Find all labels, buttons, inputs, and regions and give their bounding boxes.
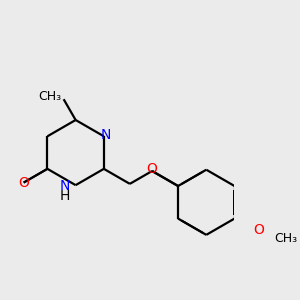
Text: N: N	[100, 128, 111, 142]
Text: CH₃: CH₃	[274, 232, 297, 245]
Text: CH₃: CH₃	[38, 90, 61, 103]
Text: N: N	[60, 179, 70, 193]
Text: O: O	[253, 223, 264, 237]
Text: H: H	[60, 189, 70, 203]
Text: O: O	[18, 176, 29, 190]
Text: O: O	[147, 162, 158, 176]
